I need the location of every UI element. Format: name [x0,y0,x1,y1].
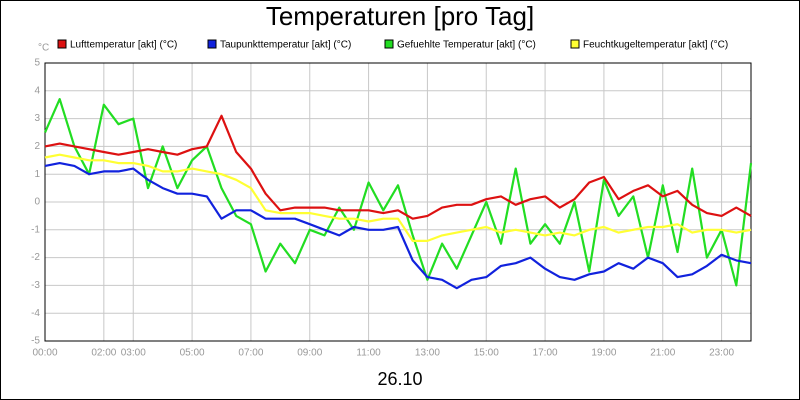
legend-label: Feuchtkugeltemperatur [akt] (°C) [583,40,728,51]
x-tick-label: 00:00 [32,348,57,359]
x-tick-label: 21:00 [650,348,675,359]
legend-swatch [207,39,217,49]
x-tick-label: 13:00 [415,348,440,359]
y-tick-label: -5 [31,336,40,347]
legend-label: Lufttemperatur [akt] (°C) [70,40,177,51]
legend-swatch [384,39,394,49]
series-line [44,162,752,290]
plot-border [44,62,752,342]
legend-swatch [570,39,580,49]
y-tick-label: -2 [31,252,40,263]
x-tick-label: 17:00 [533,348,558,359]
x-axis-label: 26.10 [377,369,422,389]
y-tick-label: -1 [31,224,40,235]
y-tick-label: -3 [31,280,40,291]
legend-label: Gefuehlte Temperatur [akt] (°C) [397,40,536,51]
legend-label: Taupunkttemperatur [akt] (°C) [220,40,351,51]
x-tick-label: 09:00 [297,348,322,359]
chart-title: Temperaturen [pro Tag] [266,1,534,31]
legend-swatch [57,39,67,49]
y-tick-label: 3 [34,113,40,124]
y-tick-label: 2 [34,141,40,152]
series-line [44,114,752,220]
x-tick-label: 15:00 [474,348,499,359]
x-tick-label: 11:00 [356,348,381,359]
x-tick-label: 03:00 [121,348,146,359]
series-line [43,98,753,287]
x-tick-label: 19:00 [591,348,616,359]
y-tick-label: -4 [31,308,40,319]
y-unit: °C [38,43,49,54]
x-tick-label: 07:00 [238,348,263,359]
x-tick-label: 02:00 [91,348,116,359]
y-tick-label: 4 [34,85,40,96]
x-tick-label: 23:00 [709,348,734,359]
y-tick-label: 0 [34,197,40,208]
y-tick-label: 1 [34,169,40,180]
series-line [44,153,752,242]
x-tick-label: 05:00 [180,348,205,359]
y-tick-label: 5 [34,58,40,69]
